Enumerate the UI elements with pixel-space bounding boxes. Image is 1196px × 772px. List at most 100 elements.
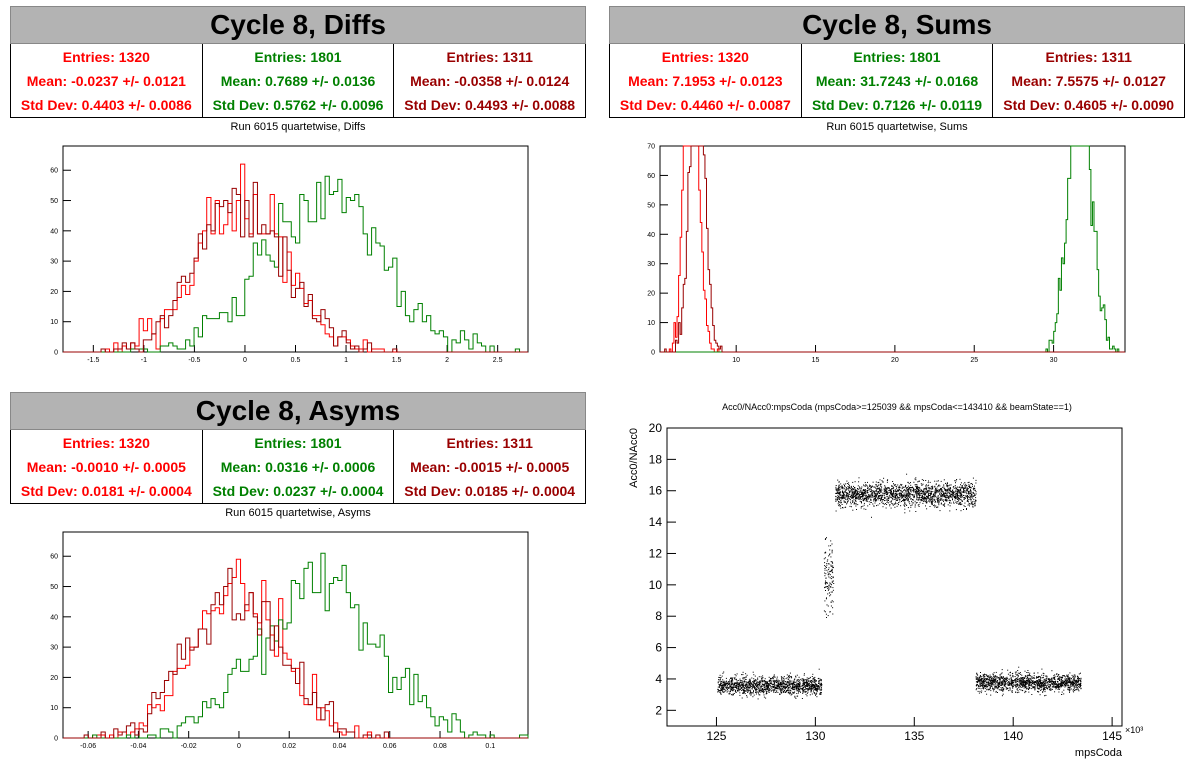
asyms-stats-red: Entries: 1320 Mean: -0.0010 +/- 0.0005 S… bbox=[10, 430, 203, 504]
sums-stats-darkred: Entries: 1311 Mean: 7.5575 +/- 0.0127 St… bbox=[992, 44, 1186, 118]
asyms-stats-darkred: Entries: 1311 Mean: -0.0015 +/- 0.0005 S… bbox=[393, 430, 587, 504]
y-tick-label: 20 bbox=[647, 291, 655, 298]
x-tick-label: -0.04 bbox=[130, 743, 146, 750]
y-tick-label: 20 bbox=[50, 675, 58, 682]
sums-stats-red: Entries: 1320 Mean: 7.1953 +/- 0.0123 St… bbox=[609, 44, 802, 118]
stat-entries: Entries: 1801 bbox=[254, 435, 342, 451]
x-tick-label: -0.02 bbox=[181, 743, 197, 750]
y-axis-label: Acc0/NAcc0 bbox=[628, 428, 640, 488]
stat-entries: Entries: 1320 bbox=[62, 49, 150, 65]
y-tick-label: 12 bbox=[649, 546, 663, 560]
plot-frame bbox=[62, 531, 529, 739]
x-axis-label: mpsCoda bbox=[1075, 747, 1123, 759]
x-tick-label: 0.08 bbox=[433, 743, 447, 750]
diffs-histogram: -1.5 -1 -0.5 0 0.5 1 1.5 2 2.5 0 10 20 30 40 50 60 bbox=[50, 145, 529, 364]
sums-subtitle: Run 6015 quartetwise, Sums bbox=[826, 121, 968, 133]
x-tick-label: 0 bbox=[243, 357, 247, 364]
plot-frame bbox=[62, 145, 529, 353]
histogram-series bbox=[63, 558, 528, 739]
stat-std: Std Dev: 0.0237 +/- 0.0004 bbox=[212, 483, 384, 499]
x-tick-label: 30 bbox=[1050, 357, 1058, 364]
y-tick-label: 30 bbox=[647, 261, 655, 268]
stat-std: Std Dev: 0.0181 +/- 0.0004 bbox=[20, 483, 192, 499]
asyms-stats: Entries: 1320 Mean: -0.0010 +/- 0.0005 S… bbox=[10, 430, 587, 504]
histogram-series bbox=[660, 145, 1125, 353]
y-tick-label: 60 bbox=[647, 173, 655, 180]
scatter-plot: 125 130 135 140 145 2 4 6 8 10 12 14 16 18 20 mpsCoda ×1… bbox=[628, 421, 1143, 759]
stat-std: Std Dev: 0.4460 +/- 0.0087 bbox=[619, 97, 791, 113]
asyms-title: Cycle 8, Asyms bbox=[10, 392, 586, 430]
stat-mean: Mean: 31.7243 +/- 0.0168 bbox=[815, 73, 979, 89]
y-tick-label: 60 bbox=[50, 554, 58, 561]
sums-stats: Entries: 1320 Mean: 7.1953 +/- 0.0123 St… bbox=[609, 44, 1186, 118]
x-tick-label: 125 bbox=[706, 729, 726, 743]
stat-mean: Mean: 7.1953 +/- 0.0123 bbox=[628, 73, 783, 89]
histogram-series bbox=[63, 163, 528, 353]
y-tick-label: 18 bbox=[649, 452, 663, 466]
histogram-series bbox=[660, 145, 1125, 353]
diffs-title: Cycle 8, Diffs bbox=[10, 6, 586, 44]
stat-entries: Entries: 1311 bbox=[446, 49, 533, 65]
y-tick-label: 20 bbox=[50, 289, 58, 296]
y-tick-label: 8 bbox=[655, 609, 662, 623]
diffs-stats: Entries: 1320 Mean: -0.0237 +/- 0.0121 S… bbox=[10, 44, 587, 118]
y-tick-label: 2 bbox=[655, 703, 662, 717]
x-tick-label: 130 bbox=[805, 729, 825, 743]
y-tick-label: 20 bbox=[649, 421, 663, 435]
y-tick-label: 10 bbox=[649, 578, 663, 592]
histogram-series bbox=[660, 145, 1125, 353]
stat-mean: Mean: -0.0010 +/- 0.0005 bbox=[26, 459, 186, 475]
x-tick-label: 2.5 bbox=[493, 357, 503, 364]
y-tick-label: 40 bbox=[50, 228, 58, 235]
x-tick-label: 1.5 bbox=[392, 357, 402, 364]
sums-histogram: 10 15 20 25 30 0 10 20 30 40 50 60 70 bbox=[647, 144, 1126, 364]
y-tick-label: 30 bbox=[50, 645, 58, 652]
x-tick-label: 0.1 bbox=[485, 743, 495, 750]
y-tick-label: 40 bbox=[647, 232, 655, 239]
plot-frame bbox=[659, 145, 1126, 353]
diffs-stats-darkred: Entries: 1311 Mean: -0.0358 +/- 0.0124 S… bbox=[393, 44, 587, 118]
stat-entries: Entries: 1801 bbox=[853, 49, 941, 65]
y-tick-label: 10 bbox=[647, 320, 655, 327]
y-tick-label: 0 bbox=[54, 736, 58, 743]
y-tick-label: 50 bbox=[50, 584, 58, 591]
y-tick-label: 6 bbox=[655, 641, 662, 655]
sums-stats-green: Entries: 1801 Mean: 31.7243 +/- 0.0168 S… bbox=[800, 44, 994, 118]
y-tick-label: 70 bbox=[647, 144, 655, 151]
x-tick-label: 20 bbox=[891, 357, 899, 364]
stat-std: Std Dev: 0.7126 +/- 0.0119 bbox=[811, 97, 983, 113]
x-tick-label: 10 bbox=[732, 357, 740, 364]
y-tick-label: 40 bbox=[50, 614, 58, 621]
y-tick-label: 50 bbox=[647, 202, 655, 209]
x-tick-label: -0.06 bbox=[80, 743, 96, 750]
histogram-series bbox=[63, 175, 528, 353]
stat-entries: Entries: 1320 bbox=[62, 435, 150, 451]
y-tick-label: 10 bbox=[50, 705, 58, 712]
stat-std: Std Dev: 0.4403 +/- 0.0086 bbox=[20, 97, 192, 113]
x-tick-label: 0.5 bbox=[291, 357, 301, 364]
y-tick-label: 16 bbox=[649, 484, 663, 498]
x-tick-label: -1.5 bbox=[87, 357, 99, 364]
y-tick-label: 50 bbox=[50, 198, 58, 205]
stat-std: Std Dev: 0.4493 +/- 0.0088 bbox=[404, 97, 576, 113]
x-tick-label: 0 bbox=[237, 743, 241, 750]
stat-entries: Entries: 1320 bbox=[661, 49, 749, 65]
x-tick-label: 0.04 bbox=[333, 743, 347, 750]
stat-entries: Entries: 1311 bbox=[446, 435, 533, 451]
y-tick-label: 10 bbox=[50, 319, 58, 326]
y-tick-label: 0 bbox=[651, 350, 655, 357]
stat-std: Std Dev: 0.5762 +/- 0.0096 bbox=[212, 97, 384, 113]
stat-mean: Mean: 0.7689 +/- 0.0136 bbox=[220, 73, 376, 89]
x-tick-label: -1 bbox=[141, 357, 147, 364]
x-tick-label: 15 bbox=[812, 357, 820, 364]
histogram-series bbox=[63, 552, 529, 739]
scatter-points bbox=[717, 473, 1082, 700]
histogram-series bbox=[63, 181, 528, 353]
stat-mean: Mean: -0.0237 +/- 0.0121 bbox=[26, 73, 186, 89]
histogram-series bbox=[63, 567, 528, 739]
asyms-stats-green: Entries: 1801 Mean: 0.0316 +/- 0.0006 St… bbox=[201, 430, 395, 504]
x-tick-label: 145 bbox=[1102, 729, 1122, 743]
x-tick-label: 25 bbox=[970, 357, 978, 364]
x-tick-label: 2 bbox=[445, 357, 449, 364]
asyms-subtitle: Run 6015 quartetwise, Asyms bbox=[225, 507, 371, 519]
